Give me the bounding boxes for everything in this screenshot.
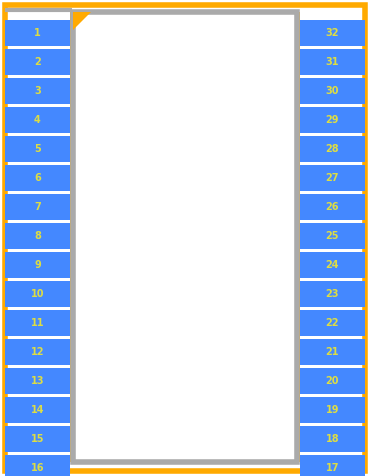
Bar <box>300 252 365 278</box>
Bar <box>5 252 70 278</box>
Text: 3: 3 <box>34 86 41 96</box>
Bar <box>300 310 365 336</box>
Text: 16: 16 <box>31 463 44 473</box>
Bar <box>300 165 365 191</box>
Text: 14: 14 <box>31 405 44 415</box>
Bar <box>5 455 70 476</box>
Bar <box>73 12 297 462</box>
Bar <box>5 223 70 249</box>
Text: 29: 29 <box>326 115 339 125</box>
Text: 23: 23 <box>326 289 339 299</box>
Bar <box>5 339 70 365</box>
Bar <box>300 136 365 162</box>
Text: 2: 2 <box>34 57 41 67</box>
Bar <box>70 12 73 462</box>
Text: 30: 30 <box>326 86 339 96</box>
Text: 11: 11 <box>31 318 44 328</box>
Text: 25: 25 <box>326 231 339 241</box>
Bar <box>300 49 365 75</box>
Text: 7: 7 <box>34 202 41 212</box>
Text: 26: 26 <box>326 202 339 212</box>
Bar <box>5 310 70 336</box>
Text: 19: 19 <box>326 405 339 415</box>
Bar <box>5 165 70 191</box>
Text: 27: 27 <box>326 173 339 183</box>
Text: 5: 5 <box>34 144 41 154</box>
Text: 24: 24 <box>326 260 339 270</box>
Text: 20: 20 <box>326 376 339 386</box>
Bar <box>300 223 365 249</box>
Bar <box>300 78 365 104</box>
Polygon shape <box>73 12 91 30</box>
Bar <box>5 49 70 75</box>
Text: 21: 21 <box>326 347 339 357</box>
Bar <box>300 194 365 220</box>
Bar <box>5 368 70 394</box>
Text: 22: 22 <box>326 318 339 328</box>
Bar <box>5 426 70 452</box>
Bar <box>300 455 365 476</box>
Text: 1: 1 <box>34 28 41 38</box>
Bar <box>300 339 365 365</box>
Text: 12: 12 <box>31 347 44 357</box>
Text: 18: 18 <box>326 434 339 444</box>
Bar <box>300 20 365 46</box>
Text: 13: 13 <box>31 376 44 386</box>
Bar <box>300 397 365 423</box>
Text: 31: 31 <box>326 57 339 67</box>
Bar <box>5 78 70 104</box>
Bar <box>300 426 365 452</box>
Text: 32: 32 <box>326 28 339 38</box>
Text: 8: 8 <box>34 231 41 241</box>
Text: 10: 10 <box>31 289 44 299</box>
Text: 4: 4 <box>34 115 41 125</box>
Bar <box>300 368 365 394</box>
Bar <box>5 20 70 46</box>
Bar <box>5 107 70 133</box>
Bar <box>300 107 365 133</box>
Text: 17: 17 <box>326 463 339 473</box>
Bar <box>300 281 365 307</box>
Bar <box>297 12 300 462</box>
Bar <box>5 397 70 423</box>
Bar <box>5 194 70 220</box>
Text: 6: 6 <box>34 173 41 183</box>
Text: 28: 28 <box>326 144 339 154</box>
Bar <box>5 136 70 162</box>
Text: 9: 9 <box>34 260 41 270</box>
Text: 15: 15 <box>31 434 44 444</box>
Bar <box>5 281 70 307</box>
